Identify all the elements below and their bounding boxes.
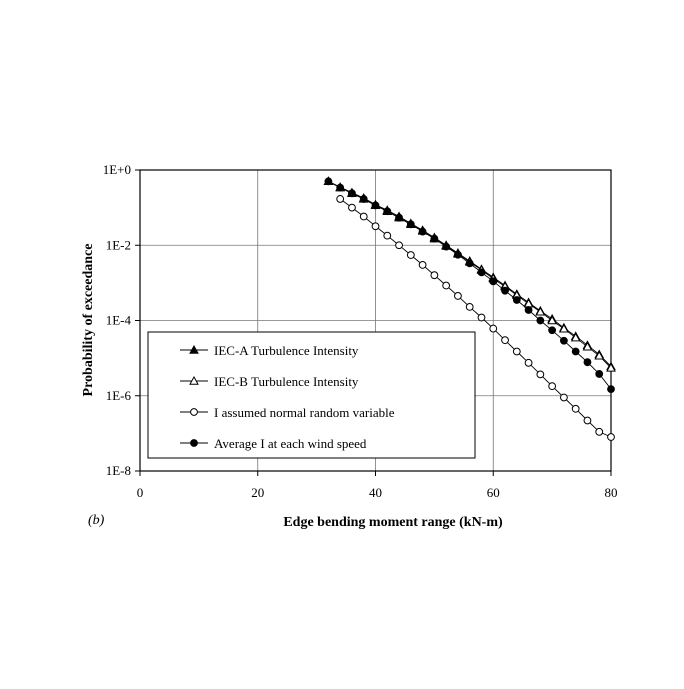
legend-label: IEC-B Turbulence Intensity (214, 374, 359, 389)
data-point (406, 251, 415, 259)
data-point (454, 292, 462, 300)
x-axis-title: Edge bending moment range (kN-m) (283, 515, 503, 530)
data-point (359, 212, 368, 221)
data-point (570, 332, 581, 342)
data-point (418, 261, 427, 269)
data-point (430, 234, 439, 243)
legend-marker (190, 408, 198, 416)
x-tick-label: 40 (369, 485, 382, 500)
data-point (359, 195, 368, 203)
data-point (595, 427, 604, 436)
data-point (395, 241, 403, 250)
data-point (418, 227, 427, 236)
data-point (571, 404, 580, 413)
data-point (383, 231, 392, 240)
x-tick-label: 0 (137, 485, 144, 500)
legend-label: IEC-A Turbulence Intensity (214, 343, 359, 358)
ticks: 0 20 40 60 80 1E-8 1E-6 1E-4 1E-2 1E+0 (103, 162, 618, 500)
data-point (536, 316, 545, 325)
data-point (535, 306, 546, 316)
data-point (442, 242, 451, 251)
y-axis-title: Probability of exceedance (81, 244, 96, 397)
panel-label: (b) (88, 513, 105, 528)
data-point (560, 393, 568, 402)
legend-item: IEC-A Turbulence Intensity (180, 343, 359, 358)
data-point (406, 220, 415, 229)
legend-label: I assumed normal random variable (214, 405, 395, 420)
data-point (465, 259, 474, 268)
data-point (583, 358, 592, 367)
data-point (395, 213, 403, 222)
y-tick-label: 1E-8 (106, 463, 131, 478)
data-point (607, 385, 615, 394)
data-point (548, 326, 557, 335)
data-point (477, 313, 486, 322)
x-tick-label: 60 (487, 485, 500, 500)
data-point (336, 183, 345, 192)
series-average-i-at-each-wind-speed (324, 177, 615, 394)
data-point (454, 250, 462, 259)
data-point (489, 277, 498, 286)
y-tick-label: 1E-4 (106, 313, 132, 328)
data-point (583, 416, 592, 425)
data-point (336, 195, 345, 203)
data-point (595, 370, 604, 378)
data-point (501, 286, 509, 295)
data-point (383, 207, 392, 216)
legend-item: IEC-B Turbulence Intensity (180, 374, 359, 389)
legend-marker (189, 344, 199, 354)
data-point (501, 336, 509, 345)
data-point (536, 370, 545, 379)
series (323, 176, 616, 441)
x-tick-label: 20 (251, 485, 264, 500)
data-point (547, 315, 557, 325)
data-point (559, 323, 569, 333)
data-point (594, 350, 605, 360)
data-point (582, 341, 593, 351)
data-point (512, 296, 521, 304)
data-point (477, 268, 486, 277)
data-point (512, 347, 521, 356)
legend-item: I assumed normal random variable (180, 405, 395, 420)
data-point (524, 358, 533, 367)
legend-marker (190, 439, 198, 447)
data-point (560, 336, 568, 345)
legend-box (147, 331, 476, 459)
y-tick-label: 1E+0 (103, 162, 131, 177)
data-point (371, 222, 380, 231)
data-point (524, 306, 533, 314)
data-point (607, 433, 615, 441)
data-point (442, 281, 451, 290)
data-point (548, 382, 557, 391)
data-point (571, 347, 580, 356)
data-point (371, 201, 380, 210)
data-point (430, 271, 439, 280)
x-tick-label: 80 (605, 485, 618, 500)
legend-label: Average I at each wind speed (214, 436, 367, 451)
data-point (324, 177, 333, 186)
y-tick-label: 1E-6 (106, 388, 132, 403)
series-i-assumed-normal-random-variable (336, 195, 615, 441)
legend: IEC-A Turbulence Intensity IEC-B Turbulen… (147, 331, 476, 459)
y-tick-label: 1E-2 (106, 237, 131, 252)
data-point (348, 189, 356, 198)
data-point (348, 203, 356, 212)
legend-marker (189, 375, 199, 385)
data-point (489, 324, 498, 333)
data-point (606, 362, 616, 372)
data-point (465, 302, 474, 311)
legend-item: Average I at each wind speed (180, 436, 367, 451)
